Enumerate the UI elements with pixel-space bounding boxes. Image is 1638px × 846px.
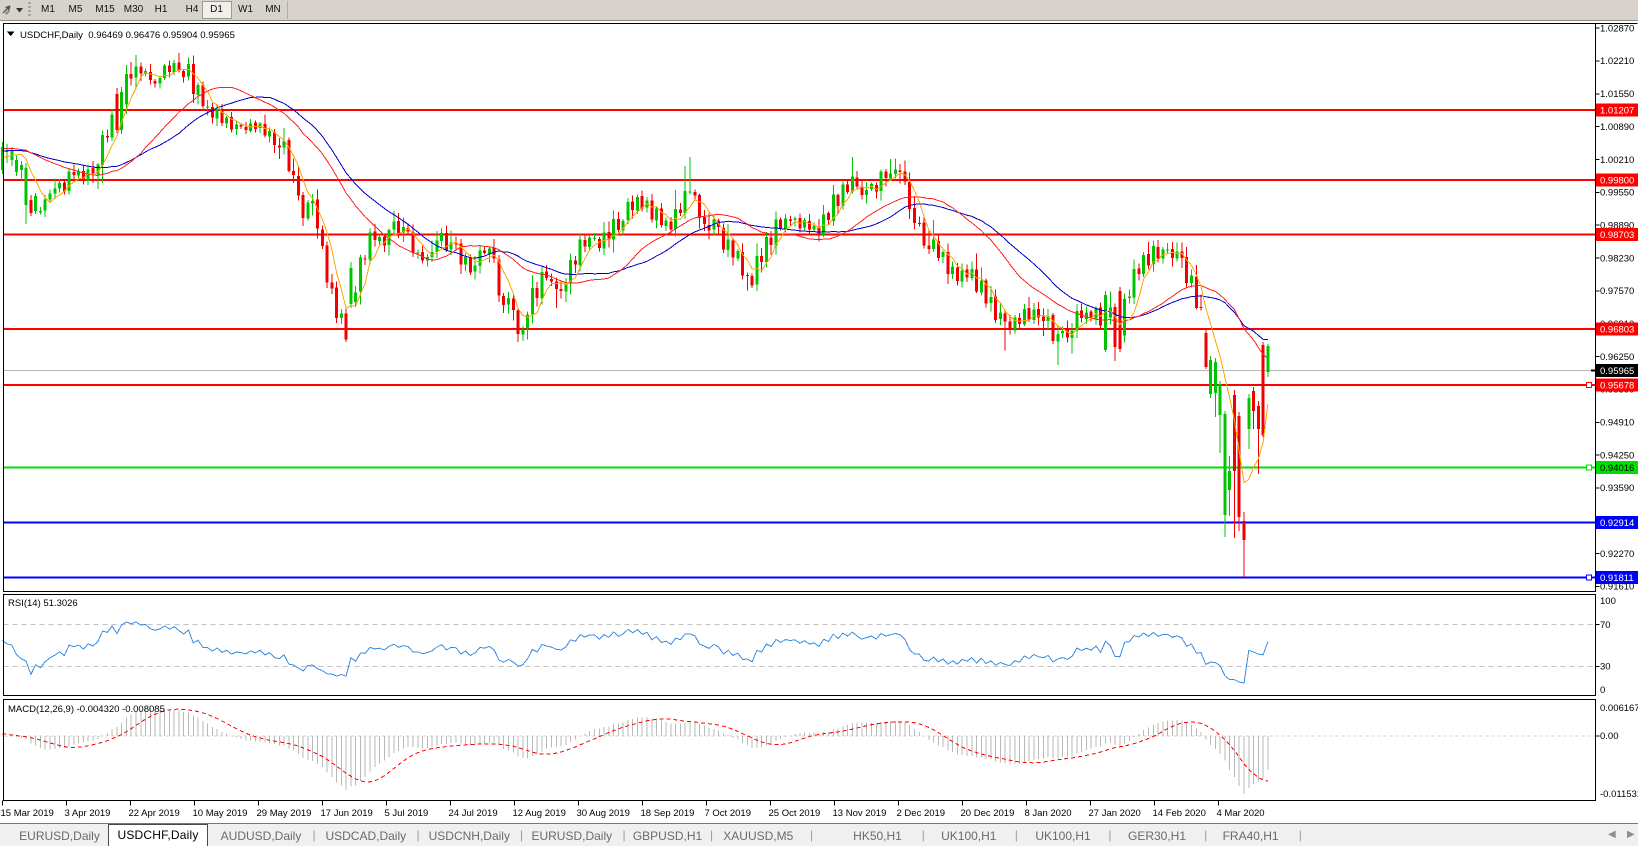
svg-text:0.94016: 0.94016 xyxy=(1600,463,1634,474)
svg-text:1.00890: 1.00890 xyxy=(1600,122,1634,133)
svg-text:7 Oct 2019: 7 Oct 2019 xyxy=(705,808,751,819)
svg-text:0.92914: 0.92914 xyxy=(1600,518,1634,529)
svg-text:0.92270: 0.92270 xyxy=(1600,549,1634,560)
svg-text:0.91610: 0.91610 xyxy=(1600,582,1634,593)
svg-text:1.01207: 1.01207 xyxy=(1600,105,1634,116)
svg-text:10 May 2019: 10 May 2019 xyxy=(193,808,248,819)
svg-text:13 Nov 2019: 13 Nov 2019 xyxy=(833,808,887,819)
svg-text:USDCHF,Daily 0.96469 0.96476: USDCHF,Daily 0.96469 0.96476 0.95904 0.9… xyxy=(20,30,235,41)
svg-text:1.01550: 1.01550 xyxy=(1600,89,1634,100)
svg-text:14 Feb 2020: 14 Feb 2020 xyxy=(1153,808,1206,819)
svg-text:0.94910: 0.94910 xyxy=(1600,418,1634,429)
svg-text:0.95965: 0.95965 xyxy=(1600,366,1634,377)
svg-text:30 Aug 2019: 30 Aug 2019 xyxy=(577,808,630,819)
svg-text:0.91811: 0.91811 xyxy=(1600,573,1634,584)
svg-text:18 Sep 2019: 18 Sep 2019 xyxy=(641,808,695,819)
svg-text:-0.011531: -0.011531 xyxy=(1600,789,1638,800)
svg-text:0.00: 0.00 xyxy=(1600,731,1619,742)
svg-text:RSI(14) 51.3026: RSI(14) 51.3026 xyxy=(8,598,78,609)
svg-text:20 Dec 2019: 20 Dec 2019 xyxy=(961,808,1015,819)
svg-text:2 Dec 2019: 2 Dec 2019 xyxy=(897,808,946,819)
svg-text:100: 100 xyxy=(1600,596,1616,607)
svg-text:0.99550: 0.99550 xyxy=(1600,188,1634,199)
svg-text:3 Apr 2019: 3 Apr 2019 xyxy=(65,808,111,819)
svg-text:29 May 2019: 29 May 2019 xyxy=(257,808,312,819)
svg-text:0.96250: 0.96250 xyxy=(1600,352,1634,363)
svg-text:0.006167: 0.006167 xyxy=(1600,703,1638,714)
svg-text:70: 70 xyxy=(1600,620,1611,631)
svg-text:0.96803: 0.96803 xyxy=(1600,324,1634,335)
svg-text:0.98890: 0.98890 xyxy=(1600,220,1634,231)
svg-text:1.02870: 1.02870 xyxy=(1600,23,1634,34)
svg-text:12 Aug 2019: 12 Aug 2019 xyxy=(513,808,566,819)
svg-text:15 Mar 2019: 15 Mar 2019 xyxy=(1,808,54,819)
svg-text:30: 30 xyxy=(1600,662,1611,673)
svg-text:27 Jan 2020: 27 Jan 2020 xyxy=(1089,808,1141,819)
svg-text:4 Mar 2020: 4 Mar 2020 xyxy=(1217,808,1265,819)
svg-text:25 Oct 2019: 25 Oct 2019 xyxy=(769,808,821,819)
svg-text:17 Jun 2019: 17 Jun 2019 xyxy=(321,808,373,819)
svg-text:0.98703: 0.98703 xyxy=(1600,230,1634,241)
svg-text:MACD(12,26,9) -0.004320 -0.008: MACD(12,26,9) -0.004320 -0.008085 xyxy=(8,704,165,715)
svg-text:0.97570: 0.97570 xyxy=(1600,286,1634,297)
svg-text:8 Jan 2020: 8 Jan 2020 xyxy=(1025,808,1072,819)
svg-text:1.02210: 1.02210 xyxy=(1600,56,1634,67)
svg-text:0: 0 xyxy=(1600,685,1605,696)
svg-text:1.00210: 1.00210 xyxy=(1600,155,1634,166)
svg-text:0.99800: 0.99800 xyxy=(1600,175,1634,186)
svg-text:0.94250: 0.94250 xyxy=(1600,450,1634,461)
svg-text:5 Jul 2019: 5 Jul 2019 xyxy=(385,808,429,819)
svg-text:24 Jul 2019: 24 Jul 2019 xyxy=(449,808,498,819)
svg-text:0.95678: 0.95678 xyxy=(1600,380,1634,391)
svg-text:0.98230: 0.98230 xyxy=(1600,253,1634,264)
svg-text:0.93590: 0.93590 xyxy=(1600,483,1634,494)
svg-text:22 Apr 2019: 22 Apr 2019 xyxy=(129,808,180,819)
